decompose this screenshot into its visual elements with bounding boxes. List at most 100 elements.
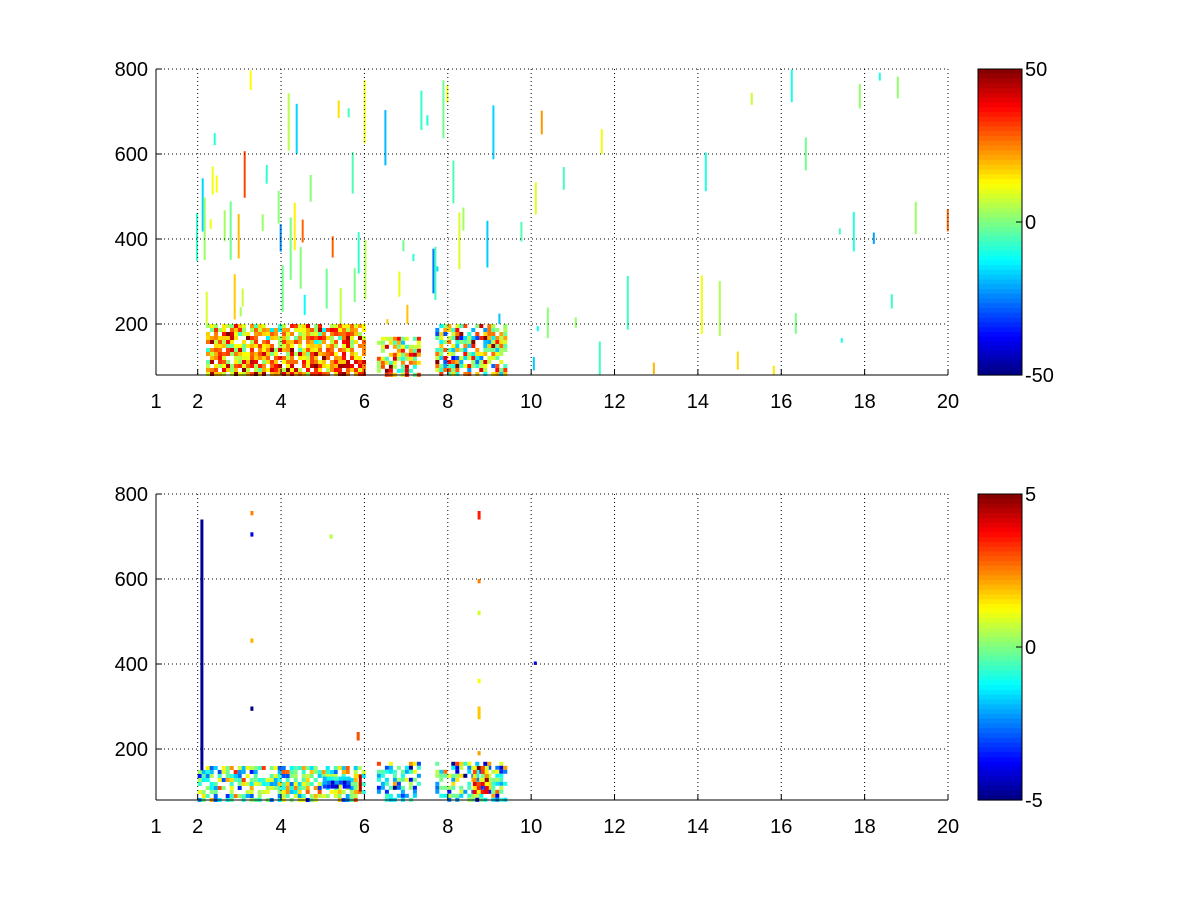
colorbar-segment: [978, 780, 1022, 787]
heatmap-cell: [201, 178, 204, 232]
heatmap-cell: [325, 774, 330, 778]
heatmap-cell: [463, 352, 468, 356]
heatmap-cell: [495, 372, 500, 376]
heatmap-cell: [330, 364, 334, 368]
heatmap-cell: [285, 778, 290, 782]
heatmap-cell: [404, 368, 409, 373]
heatmap-cell: [241, 778, 246, 782]
heatmap-cell: [412, 769, 417, 774]
x-tick-label: 16: [770, 816, 792, 838]
heatmap-cell: [295, 103, 298, 154]
heatmap-cell: [400, 352, 405, 357]
heatmap-cell: [349, 778, 354, 782]
heatmap-cell: [234, 372, 238, 376]
heatmap-cell: [600, 129, 603, 155]
heatmap-cell: [302, 332, 306, 336]
colorbar-segment: [978, 589, 1022, 596]
heatmap-cell: [337, 786, 342, 790]
heatmap-cell: [317, 774, 322, 778]
heatmap-mark: [477, 511, 481, 520]
heatmap-cell: [392, 781, 397, 786]
heatmap-cell: [305, 766, 310, 770]
heatmap-cell: [285, 786, 290, 790]
heatmap-cell: [229, 794, 234, 798]
heatmap-cell: [495, 777, 500, 782]
heatmap-cell: [250, 352, 254, 356]
heatmap-cell: [314, 360, 318, 364]
heatmap-mark: [477, 751, 481, 756]
heatmap-cell: [257, 778, 262, 782]
heatmap-cell: [286, 360, 290, 364]
heatmap-cell: [286, 364, 290, 368]
heatmap-cell: [353, 782, 358, 786]
heatmap-cell: [253, 774, 258, 778]
heatmap-cell: [435, 360, 440, 364]
heatmap-cell: [400, 336, 405, 341]
colorbar-segment: [978, 570, 1022, 576]
heatmap-cell: [241, 794, 246, 798]
heatmap-cell: [447, 368, 452, 372]
heatmap-cell: [492, 105, 495, 160]
heatmap-mark: [250, 511, 254, 516]
heatmap-cell: [290, 352, 294, 356]
heatmap-cell: [274, 336, 278, 340]
heatmap-cell: [392, 360, 397, 365]
colorbar-segment: [978, 183, 1022, 190]
heatmap-cell: [350, 328, 354, 332]
heatmap-cell: [306, 372, 310, 376]
x-tick-label: 18: [854, 391, 876, 413]
colorbar-segment: [978, 728, 1022, 734]
colorbar-segment: [978, 551, 1022, 557]
heatmap-cell: [273, 782, 278, 786]
heatmap-cell: [249, 782, 254, 786]
heatmap-cell: [310, 348, 314, 352]
heatmap-cell: [317, 794, 322, 798]
heatmap-cell: [463, 761, 468, 766]
heatmap-cell: [475, 360, 480, 364]
heatmap-cell: [503, 781, 508, 786]
heatmap-cell: [499, 372, 504, 376]
heatmap-cell: [475, 777, 480, 782]
heatmap-cell: [213, 766, 218, 770]
heatmap-cell: [443, 364, 448, 368]
heatmap-cell: [412, 336, 417, 341]
heatmap-mark: [329, 534, 333, 539]
heatmap-cell: [491, 328, 496, 332]
heatmap-cell: [400, 773, 405, 778]
heatmap-cell: [487, 785, 492, 790]
heatmap-cell: [472, 770, 477, 774]
heatmap-cell: [277, 782, 282, 786]
heatmap-cell: [483, 368, 488, 372]
colorbar-segment: [978, 92, 1022, 99]
heatmap-cell: [289, 782, 294, 786]
heatmap-cell: [290, 368, 294, 372]
heatmap-cell: [234, 364, 238, 368]
heatmap-cell: [309, 766, 314, 770]
heatmap-cell: [353, 770, 358, 774]
heatmap-cell: [290, 372, 294, 376]
colorbar-segment: [978, 527, 1022, 533]
heatmap-cell: [350, 324, 354, 328]
heatmap-cell: [475, 769, 480, 774]
heatmap-cell: [326, 364, 330, 368]
colorbar-segment: [978, 202, 1022, 209]
heatmap-cell: [484, 786, 489, 790]
heatmap-cell: [388, 765, 393, 770]
heatmap-cell: [455, 368, 460, 372]
colorbar-segment: [978, 279, 1022, 285]
x-tick-label: 2: [192, 391, 203, 413]
heatmap-cell: [261, 790, 266, 794]
heatmap-cell: [262, 360, 266, 364]
heatmap-cell: [282, 360, 286, 364]
heatmap-cell: [317, 782, 322, 786]
heatmap-cell: [301, 770, 306, 774]
heatmap-cell: [225, 774, 230, 778]
heatmap-cell: [249, 770, 254, 774]
heatmap-cell: [914, 201, 917, 235]
heatmap-cell: [326, 344, 330, 348]
heatmap-cell: [412, 360, 417, 365]
heatmap-cell: [206, 368, 210, 372]
heatmap-cell: [285, 794, 290, 798]
heatmap-cell: [277, 778, 282, 782]
heatmap-cell: [338, 368, 342, 372]
